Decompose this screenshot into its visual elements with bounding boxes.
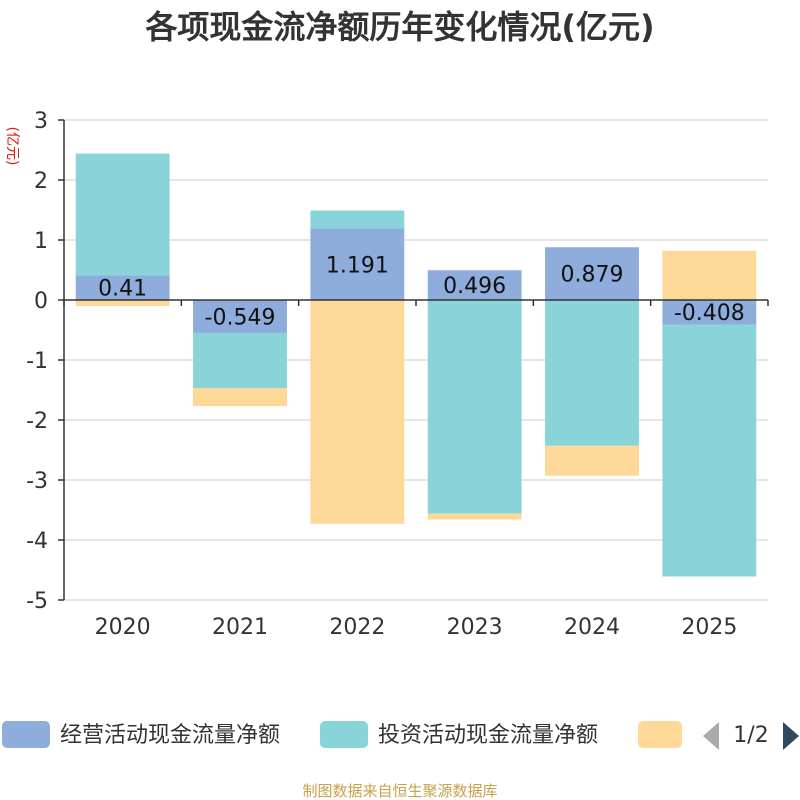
- data-labels: 0.41 -0.549 1.191 0.496 0.879 -0.408: [98, 253, 745, 330]
- bar-other-2022[interactable]: [310, 300, 405, 524]
- arrow-left-icon[interactable]: [703, 722, 719, 750]
- bar-other-2025[interactable]: [662, 250, 757, 300]
- data-label-operating-2024: 0.879: [561, 263, 624, 288]
- bar-investing-2024[interactable]: [545, 300, 639, 446]
- bar-operating-2022[interactable]: [310, 228, 405, 300]
- bar-operating-2024[interactable]: [545, 247, 639, 300]
- data-label-operating-2025: -0.408: [674, 301, 745, 326]
- source-note: 制图数据来自恒生聚源数据库: [302, 782, 497, 800]
- legend: 经营活动现金流量净额 投资活动现金流量净额 1/2: [2, 721, 799, 750]
- legend-swatch-operating[interactable]: [2, 721, 50, 748]
- x-tick-label-2022: 2022: [329, 615, 385, 640]
- y-tick-label: 3: [34, 109, 48, 134]
- y-tick-label: -3: [26, 469, 48, 494]
- bar-investing-2025[interactable]: [662, 324, 757, 577]
- bar-investing-2020[interactable]: [75, 153, 170, 276]
- y-tick-label: 0: [34, 289, 48, 314]
- bar-investing-2023[interactable]: [427, 300, 522, 514]
- x-tick-label-2023: 2023: [447, 615, 503, 640]
- bar-investing-2022[interactable]: [310, 210, 405, 229]
- bar-operating-2021[interactable]: [193, 300, 287, 333]
- data-label-operating-2023: 0.496: [443, 274, 506, 299]
- data-label-operating-2022: 1.191: [326, 253, 389, 278]
- legend-label-operating[interactable]: 经营活动现金流量净额: [60, 723, 280, 748]
- x-tick-label-2020: 2020: [95, 615, 151, 640]
- arrow-right-icon[interactable]: [783, 722, 799, 750]
- bar-operating-2023[interactable]: [427, 270, 522, 300]
- legend-swatch-other[interactable]: [638, 721, 682, 748]
- tick-labels: 3 2 1 0 -1 -2 -3 -4 -5 2020 2021 2022 2023 2024 2025: [26, 109, 769, 640]
- bar-other-2024[interactable]: [545, 445, 639, 476]
- bar-other-2020[interactable]: [75, 300, 170, 306]
- chart-title: 各项现金流净额历年变化情况(亿元): [145, 8, 654, 46]
- bar-investing-2021[interactable]: [193, 332, 287, 389]
- data-label-operating-2021: -0.549: [205, 305, 276, 330]
- y-tick-label: 1: [34, 229, 48, 254]
- y-axis-unit-label: (亿元): [4, 127, 20, 166]
- y-tick-label: -2: [26, 409, 48, 434]
- y-tick-label: -4: [26, 529, 48, 554]
- legend-swatch-investing[interactable]: [320, 721, 368, 748]
- y-tick-label: 2: [34, 169, 48, 194]
- bar-other-2023[interactable]: [427, 513, 522, 520]
- bar-operating-2020[interactable]: [75, 275, 170, 300]
- legend-label-investing[interactable]: 投资活动现金流量净额: [378, 723, 598, 748]
- legend-page-indicator: 1/2: [733, 723, 768, 748]
- y-tick-label: -1: [26, 349, 48, 374]
- x-tick-label-2024: 2024: [564, 615, 620, 640]
- data-label-operating-2020: 0.41: [98, 277, 147, 302]
- bar-operating-2025[interactable]: [662, 300, 757, 325]
- y-tick-label: -5: [26, 589, 48, 614]
- bars: [75, 153, 757, 577]
- bar-other-2021[interactable]: [193, 388, 287, 407]
- x-tick-label-2025: 2025: [681, 615, 737, 640]
- x-tick-label-2021: 2021: [212, 615, 268, 640]
